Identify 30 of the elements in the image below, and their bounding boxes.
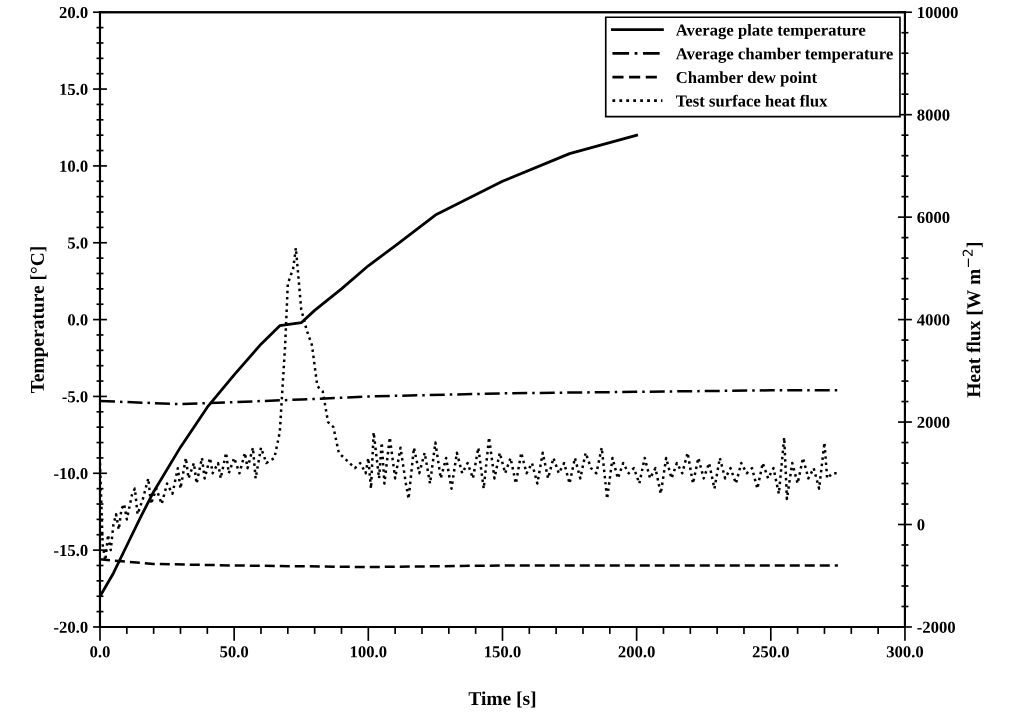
legend-label: Average chamber temperature	[675, 47, 893, 63]
y-tick-label: 15.0	[60, 83, 88, 96]
x-tick-label: 150.0	[485, 646, 521, 658]
y-tick-label: -15.0	[54, 544, 88, 557]
legend-label: Chamber dew point	[676, 71, 818, 87]
legend-label: Average plate temperature	[675, 23, 866, 40]
y2-tick-label: -2000	[917, 621, 956, 633]
y-tick-label: 20.0	[59, 6, 88, 19]
x-tick-label: 0.0	[90, 646, 110, 658]
x-tick-label: 200.0	[618, 646, 655, 658]
x-tick-label: 100.0	[350, 646, 387, 658]
y-tick-label: -10.0	[54, 467, 88, 480]
y-tick-label: 10.0	[60, 160, 88, 172]
y2-tick-label: 10000	[918, 6, 958, 19]
x-axis-title: Time [s]	[468, 691, 536, 708]
x-tick-label: 300.0	[886, 646, 924, 658]
y-tick-label: -20.0	[54, 621, 88, 633]
y-axis-title: Temperature [°C]	[30, 247, 48, 394]
y-tick-label: 5.0	[68, 237, 88, 249]
y2-axis-title: Heat flux [W m$^{−2}$]	[962, 242, 983, 398]
y2-tick-label: 8000	[917, 109, 950, 121]
x-tick-label: 50.0	[220, 646, 249, 658]
y2-tick-label: 0	[917, 519, 925, 531]
y2-tick-label: 4000	[916, 314, 950, 326]
y-tick-label: -5.0	[62, 391, 88, 403]
legend-label: Test surface heat flux	[676, 94, 828, 107]
y2-tick-label: 2000	[917, 416, 950, 428]
y2-tick-label: 6000	[917, 211, 950, 224]
x-tick-label: 250.0	[752, 646, 789, 658]
y-tick-label: 0.0	[67, 314, 88, 326]
